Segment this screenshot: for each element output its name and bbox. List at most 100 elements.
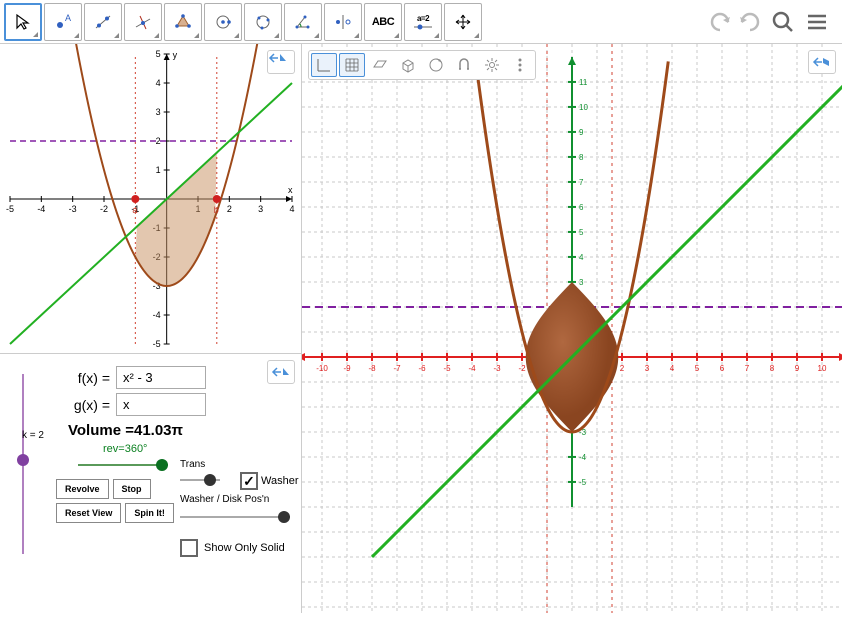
tool-polygon[interactable] [164,3,202,41]
svg-text:-5: -5 [579,478,587,487]
svg-text:-4: -4 [153,310,161,320]
svg-text:-10: -10 [316,364,328,373]
svg-text:4: 4 [579,253,584,262]
svg-text:3: 3 [156,107,161,117]
g-input[interactable] [116,393,206,416]
tool-slider[interactable]: a=2 [404,3,442,41]
svg-text:2: 2 [227,204,232,214]
g-label: g(x) = [68,397,110,413]
pos-slider[interactable] [180,509,290,525]
show-solid-label: Show Only Solid [204,542,285,554]
f-input[interactable] [116,366,206,389]
svg-text:-8: -8 [368,364,376,373]
svg-text:10: 10 [818,364,827,373]
svg-text:2: 2 [620,364,625,373]
svg-text:-2: -2 [100,204,108,214]
svg-text:9: 9 [579,128,584,137]
svg-text:-2: -2 [518,364,526,373]
svg-text:3: 3 [579,278,584,287]
tool-angle[interactable] [284,3,322,41]
svg-text:-4: -4 [579,453,587,462]
show-solid-checkbox[interactable] [180,539,198,557]
undo-button[interactable] [712,14,730,30]
svg-text:A: A [65,13,71,23]
graph-2d-menu-icon[interactable] [267,50,295,74]
reset-view-button[interactable]: Reset View [56,503,121,523]
trans-label: Trans [180,459,220,470]
view-3d-panel[interactable]: -10-9-8-7-6-5-4-3-2-112345678910-5-4-3-2… [302,44,842,613]
view-3d-menu-icon[interactable] [808,50,836,74]
svg-text:b: b [214,205,219,215]
tb-home-icon[interactable] [423,53,449,77]
tb-grid-icon[interactable] [339,53,365,77]
hamburger-menu-icon[interactable] [804,9,830,35]
tb-snap-icon[interactable] [451,53,477,77]
tb-settings-icon[interactable] [479,53,505,77]
redo-button[interactable] [740,14,758,30]
k-slider-thumb[interactable] [17,454,29,466]
tool-move[interactable] [444,3,482,41]
tool-circle[interactable] [204,3,242,41]
stop-button[interactable]: Stop [113,479,151,499]
undo-redo [708,9,762,35]
svg-text:4: 4 [670,364,675,373]
view-3d-toolbar [308,50,536,80]
top-toolbar: A ABC a=2 [0,0,842,44]
tb-plane-icon[interactable] [367,53,393,77]
svg-text:-9: -9 [343,364,351,373]
tool-perpendicular[interactable] [124,3,162,41]
svg-text:y: y [173,50,178,60]
k-slider[interactable] [8,374,38,554]
svg-text:-4: -4 [37,204,45,214]
svg-text:5: 5 [695,364,700,373]
svg-text:3: 3 [258,204,263,214]
pos-label: Washer / Disk Pos'n [180,494,295,505]
svg-text:-7: -7 [393,364,401,373]
tool-line[interactable] [84,3,122,41]
tb-cube-icon[interactable] [395,53,421,77]
trans-slider[interactable] [180,472,220,488]
tool-text-label: ABC [372,16,394,28]
svg-text:8: 8 [579,153,584,162]
graph-2d-canvas: xy-5-4-3-2-11234-5-4-3-2-112345ab [0,44,301,353]
tool-point[interactable]: A [44,3,82,41]
tool-text[interactable]: ABC [364,3,402,41]
svg-text:2: 2 [156,136,161,146]
svg-text:10: 10 [579,103,588,112]
k-label: k = 2 [22,430,44,441]
svg-text:-5: -5 [153,339,161,349]
svg-text:a: a [132,205,137,215]
tool-reflect[interactable] [324,3,362,41]
tool-circle3[interactable] [244,3,282,41]
svg-text:1: 1 [156,165,161,175]
washer-label: Washer [261,475,299,487]
search-icon[interactable] [770,9,796,35]
right-controls [708,9,838,35]
svg-text:4: 4 [156,78,161,88]
rev-slider-thumb[interactable] [156,459,168,471]
tool-slider-label: a=2 [417,14,429,23]
svg-text:-6: -6 [418,364,426,373]
tb-kebab-icon[interactable] [507,53,533,77]
algebra-menu-icon[interactable] [267,360,295,384]
svg-text:x: x [288,185,293,195]
svg-text:-3: -3 [69,204,77,214]
svg-text:-5: -5 [6,204,14,214]
tool-cursor[interactable] [4,3,42,41]
svg-text:8: 8 [770,364,775,373]
pos-slider-thumb[interactable] [278,511,290,523]
tb-axes-icon[interactable] [311,53,337,77]
spin-button[interactable]: Spin It! [125,503,174,523]
svg-text:5: 5 [156,49,161,59]
graph-2d-panel[interactable]: xy-5-4-3-2-11234-5-4-3-2-112345ab [0,44,302,354]
rev-slider[interactable] [78,457,168,473]
washer-checkbox[interactable]: ✓ [240,472,258,490]
svg-text:-4: -4 [468,364,476,373]
rev-label: rev=360° [103,443,293,455]
revolve-button[interactable]: Revolve [56,479,109,499]
svg-text:11: 11 [579,78,588,87]
controls-panel: k = 2 f(x) = g(x) = Volume =41.03π rev=3… [0,354,302,613]
trans-slider-thumb[interactable] [204,474,216,486]
svg-text:9: 9 [795,364,800,373]
svg-text:7: 7 [745,364,750,373]
